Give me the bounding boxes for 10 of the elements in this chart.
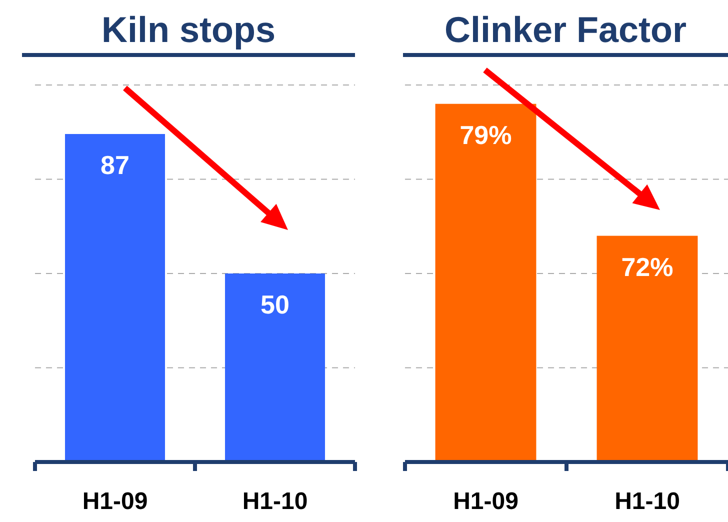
data-label: 50: [260, 290, 290, 320]
data-label: 87: [100, 150, 130, 180]
data-label: 79%: [460, 120, 512, 150]
x-tick-label: H1-10: [242, 488, 308, 515]
x-tick-label: H1-09: [82, 488, 148, 515]
x-tick-label: H1-09: [453, 488, 518, 515]
chart-title: Clinker Factor: [444, 9, 687, 50]
chart-title: Kiln stops: [101, 9, 276, 50]
x-tick-label: H1-10: [614, 488, 680, 515]
data-label: 72%: [621, 252, 674, 282]
